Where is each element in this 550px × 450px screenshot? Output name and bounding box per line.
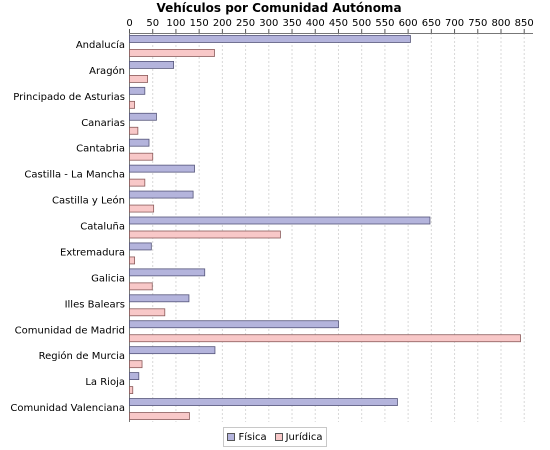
x-tick-label: 500 <box>352 18 371 29</box>
category-label: Comunidad de Madrid <box>15 325 125 336</box>
legend-label-juridica: Jurídica <box>285 431 323 443</box>
x-tick-label: 650 <box>422 18 441 29</box>
category-label: Castilla y León <box>52 195 125 207</box>
x-tick-label: 600 <box>399 18 418 29</box>
bar-fisica <box>129 268 206 277</box>
x-tick-label: 150 <box>190 18 209 29</box>
x-tick-label: 850 <box>515 18 534 29</box>
bar-fisica <box>129 242 152 251</box>
x-axis-ticks: 0 50 100 150 200 250 300 350 400 450 500 550 600 650 7… <box>126 18 534 33</box>
bar-fisica <box>129 112 157 121</box>
bar-fisica <box>129 35 411 43</box>
category-label: Galicia <box>91 273 125 284</box>
legend: Física Jurídica <box>223 427 327 447</box>
bar-juridica <box>129 256 136 265</box>
bar-fisica <box>129 346 216 355</box>
bar-juridica <box>129 308 166 317</box>
bar-juridica <box>129 75 149 83</box>
bars <box>129 35 521 420</box>
bar-juridica <box>129 178 146 187</box>
bar-fisica <box>129 138 150 147</box>
category-label: Aragón <box>89 65 125 77</box>
x-tick-label: 550 <box>375 18 394 29</box>
bar-juridica <box>129 230 281 239</box>
legend-swatch-fisica <box>227 433 236 441</box>
x-tick-label: 100 <box>166 18 185 29</box>
bar-fisica <box>129 190 194 199</box>
x-tick-label: 750 <box>468 18 487 29</box>
legend-label-fisica: Física <box>238 431 267 443</box>
category-label: Extremadura <box>60 247 125 258</box>
x-tick-label: 200 <box>213 18 232 29</box>
bar-juridica <box>129 282 153 291</box>
category-label: Comunidad Valenciana <box>10 403 125 414</box>
bar-fisica <box>129 372 140 381</box>
bar-fisica <box>129 294 190 303</box>
category-label: Illes Balears <box>65 299 125 310</box>
bar-fisica <box>129 216 431 225</box>
x-tick-label: 300 <box>259 18 278 29</box>
bar-juridica <box>129 126 139 135</box>
category-labels: Andalucía Aragón Principado de Asturias Can… <box>10 39 125 414</box>
x-tick-label: 400 <box>306 18 325 29</box>
x-tick-label: 0 <box>126 18 132 29</box>
x-tick-label: 250 <box>236 18 255 29</box>
bar-fisica <box>129 86 146 95</box>
x-tick-label: 350 <box>282 18 301 29</box>
bar-juridica <box>129 204 155 213</box>
category-label: Cantabria <box>76 144 125 155</box>
category-label: Cataluña <box>80 222 125 233</box>
x-tick-label: 450 <box>329 18 348 29</box>
legend-swatch-juridica <box>274 433 283 441</box>
grid-lines <box>152 33 525 422</box>
x-tick-label: 800 <box>491 18 510 29</box>
bar-juridica <box>129 49 215 57</box>
category-label: Andalucía <box>76 39 125 51</box>
chart-title: Vehículos por Comunidad Autónoma <box>156 1 401 15</box>
bar-juridica <box>129 386 134 395</box>
axes <box>129 33 533 422</box>
legend-item-juridica: Jurídica <box>274 431 323 443</box>
bar-fisica <box>129 164 195 173</box>
category-label: Castilla - La Mancha <box>24 170 125 181</box>
category-label: Región de Murcia <box>39 350 125 362</box>
category-label: Principado de Asturias <box>13 92 125 103</box>
category-label: La Rioja <box>85 377 125 388</box>
bar-juridica <box>129 412 190 420</box>
bar-fisica <box>129 61 175 69</box>
bar-juridica <box>129 360 143 369</box>
legend-item-fisica: Física <box>227 431 267 443</box>
bar-fisica <box>129 398 398 406</box>
x-tick-label: 700 <box>445 18 464 29</box>
bar-juridica <box>129 100 136 109</box>
bar-fisica <box>129 320 339 329</box>
category-label: Canarias <box>81 118 125 129</box>
x-tick-label: 50 <box>146 18 159 29</box>
bar-juridica <box>129 152 154 161</box>
bar-juridica <box>129 334 521 343</box>
